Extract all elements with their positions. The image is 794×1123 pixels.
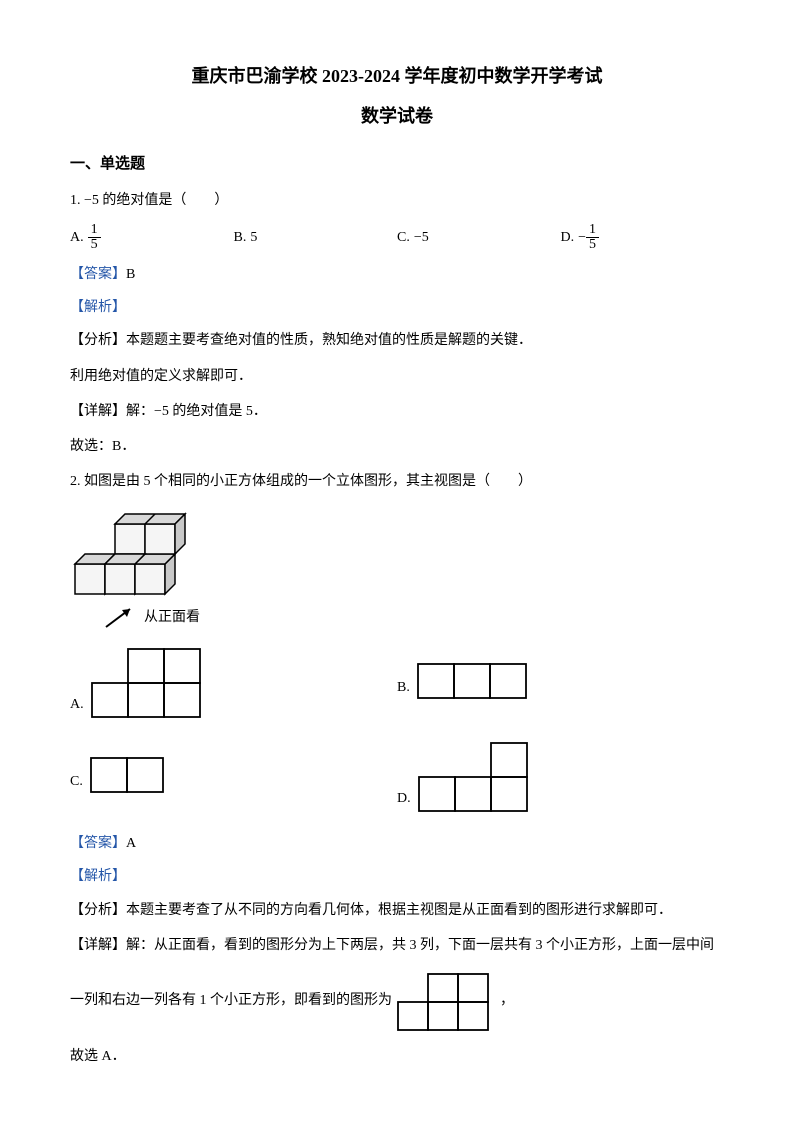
option-label: D.: [561, 225, 575, 250]
section-heading: 一、单选题: [70, 151, 724, 178]
q1-option-b: B. 5: [234, 225, 398, 250]
q1-options: A. 1 5 B. 5 C. −5 D. − 1 5: [70, 223, 724, 252]
q2-detail-mid: 一列和右边一列各有 1 个小正方形，即看到的图形为: [70, 988, 392, 1013]
q1-detail: 【详解】解：−5 的绝对值是 5．: [70, 399, 724, 424]
option-label: C.: [70, 769, 83, 796]
q2-detail-post: ，: [500, 988, 514, 1013]
q1-option-a: A. 1 5: [70, 223, 234, 252]
answer-value: B: [126, 267, 135, 282]
q2-detail-line: 一列和右边一列各有 1 个小正方形，即看到的图形为 ，: [70, 968, 724, 1034]
fraction-icon: 1 5: [88, 223, 101, 252]
q1-option-d: D. − 1 5: [561, 223, 725, 252]
option-label: B.: [397, 675, 410, 702]
q2-fenxi: 【分析】本题主要考查了从不同的方向看几何体，根据主视图是从正面看到的图形进行求解…: [70, 898, 724, 923]
arrow-icon: [100, 603, 140, 631]
q1-answer: 【答案】B: [70, 262, 724, 287]
q2-option-b: B.: [397, 660, 724, 702]
grid-shape-b-icon: [416, 660, 530, 702]
q2-detail-pre: 【详解】解：从正面看，看到的图形分为上下两层，共 3 列，下面一层共有 3 个小…: [70, 933, 724, 958]
option-value: −5: [414, 225, 429, 250]
answer-bracket: 【答案】: [70, 267, 126, 282]
q2-option-c: C.: [70, 754, 397, 796]
view-direction-label: 从正面看: [100, 603, 724, 631]
q1-conclusion: 故选：B．: [70, 434, 724, 459]
q1-option-c: C. −5: [397, 225, 561, 250]
grid-shape-d-icon: [417, 737, 531, 813]
q2-option-a: A.: [70, 643, 397, 719]
doc-title-1: 重庆市巴渝学校 2023-2024 学年度初中数学开学考试: [70, 60, 724, 92]
q1-fenxi: 【分析】本题题主要考查绝对值的性质，熟知绝对值的性质是解题的关键．: [70, 328, 724, 353]
inline-grid-shape: [396, 968, 496, 1034]
option-label: A.: [70, 692, 84, 719]
minus-sign: −: [578, 225, 586, 250]
grid-shape-answer-icon: [396, 968, 496, 1034]
doc-title-2: 数学试卷: [70, 100, 724, 132]
answer-bracket: 【答案】: [70, 836, 126, 851]
fraction-icon: 1 5: [586, 223, 599, 252]
q2-analysis-label: 【解析】: [70, 864, 724, 889]
q2-3d-figure: [70, 504, 724, 599]
q2-conclusion: 故选 A．: [70, 1044, 724, 1069]
q2-options-row2: C. D.: [70, 737, 724, 813]
grid-shape-c-icon: [89, 754, 167, 796]
answer-value: A: [126, 836, 136, 851]
q1-fenxi2: 利用绝对值的定义求解即可．: [70, 364, 724, 389]
grid-shape-a-icon: [90, 643, 204, 719]
q2-option-d: D.: [397, 737, 724, 813]
q1-stem: 1. −5 的绝对值是（ ）: [70, 188, 724, 213]
q1-analysis-label: 【解析】: [70, 295, 724, 320]
q2-stem: 2. 如图是由 5 个相同的小正方体组成的一个立体图形，其主视图是（ ）: [70, 469, 724, 494]
q2-answer: 【答案】A: [70, 831, 724, 856]
q2-options-row1: A. B.: [70, 643, 724, 719]
cube-figure-icon: [70, 504, 210, 599]
option-label: A.: [70, 225, 84, 250]
option-label: D.: [397, 786, 411, 813]
option-label: C.: [397, 225, 410, 250]
view-label-text: 从正面看: [144, 605, 200, 630]
option-value: 5: [250, 225, 257, 250]
option-label: B.: [234, 225, 247, 250]
